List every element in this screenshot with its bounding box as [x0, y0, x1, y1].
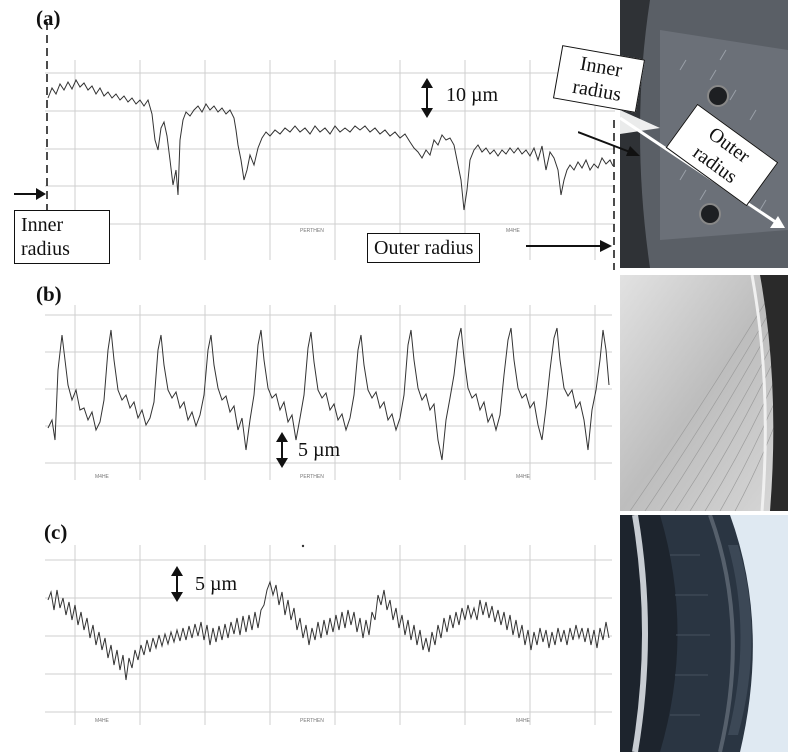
trace-a-line	[47, 78, 614, 211]
grid-lines-c	[45, 545, 612, 725]
trace-c-line	[47, 580, 610, 681]
trace-b-line	[47, 327, 610, 461]
scale-label-a: 10 µm	[446, 84, 499, 106]
photo-b-drawing	[620, 275, 788, 511]
panel-b-label: (b)	[36, 282, 62, 306]
grid-lines-a	[45, 60, 615, 260]
grid-lines-b	[45, 305, 612, 480]
inner-radius-box: Inner radius	[14, 210, 110, 264]
right-arrow-icon	[14, 188, 46, 200]
panel-a-label: (a)	[36, 6, 61, 30]
double-arrow-icon	[276, 432, 288, 468]
panel-c-label: (c)	[44, 520, 68, 544]
double-arrow-icon	[171, 566, 183, 602]
scale-label-b: 5 µm	[298, 439, 341, 461]
outer-radius-box: Outer radius	[367, 233, 481, 263]
photo-b	[620, 275, 788, 511]
double-arrow-icon	[421, 78, 433, 118]
profile-trace-a	[45, 22, 615, 270]
right-arrow-icon	[526, 240, 612, 252]
photo-c	[620, 515, 788, 752]
scale-label-c: 5 µm	[195, 573, 238, 595]
profile-trace-b	[45, 305, 612, 480]
profile-trace-c	[45, 544, 612, 725]
photo-c-drawing	[620, 515, 788, 752]
photo-arrow-icon	[578, 131, 640, 156]
